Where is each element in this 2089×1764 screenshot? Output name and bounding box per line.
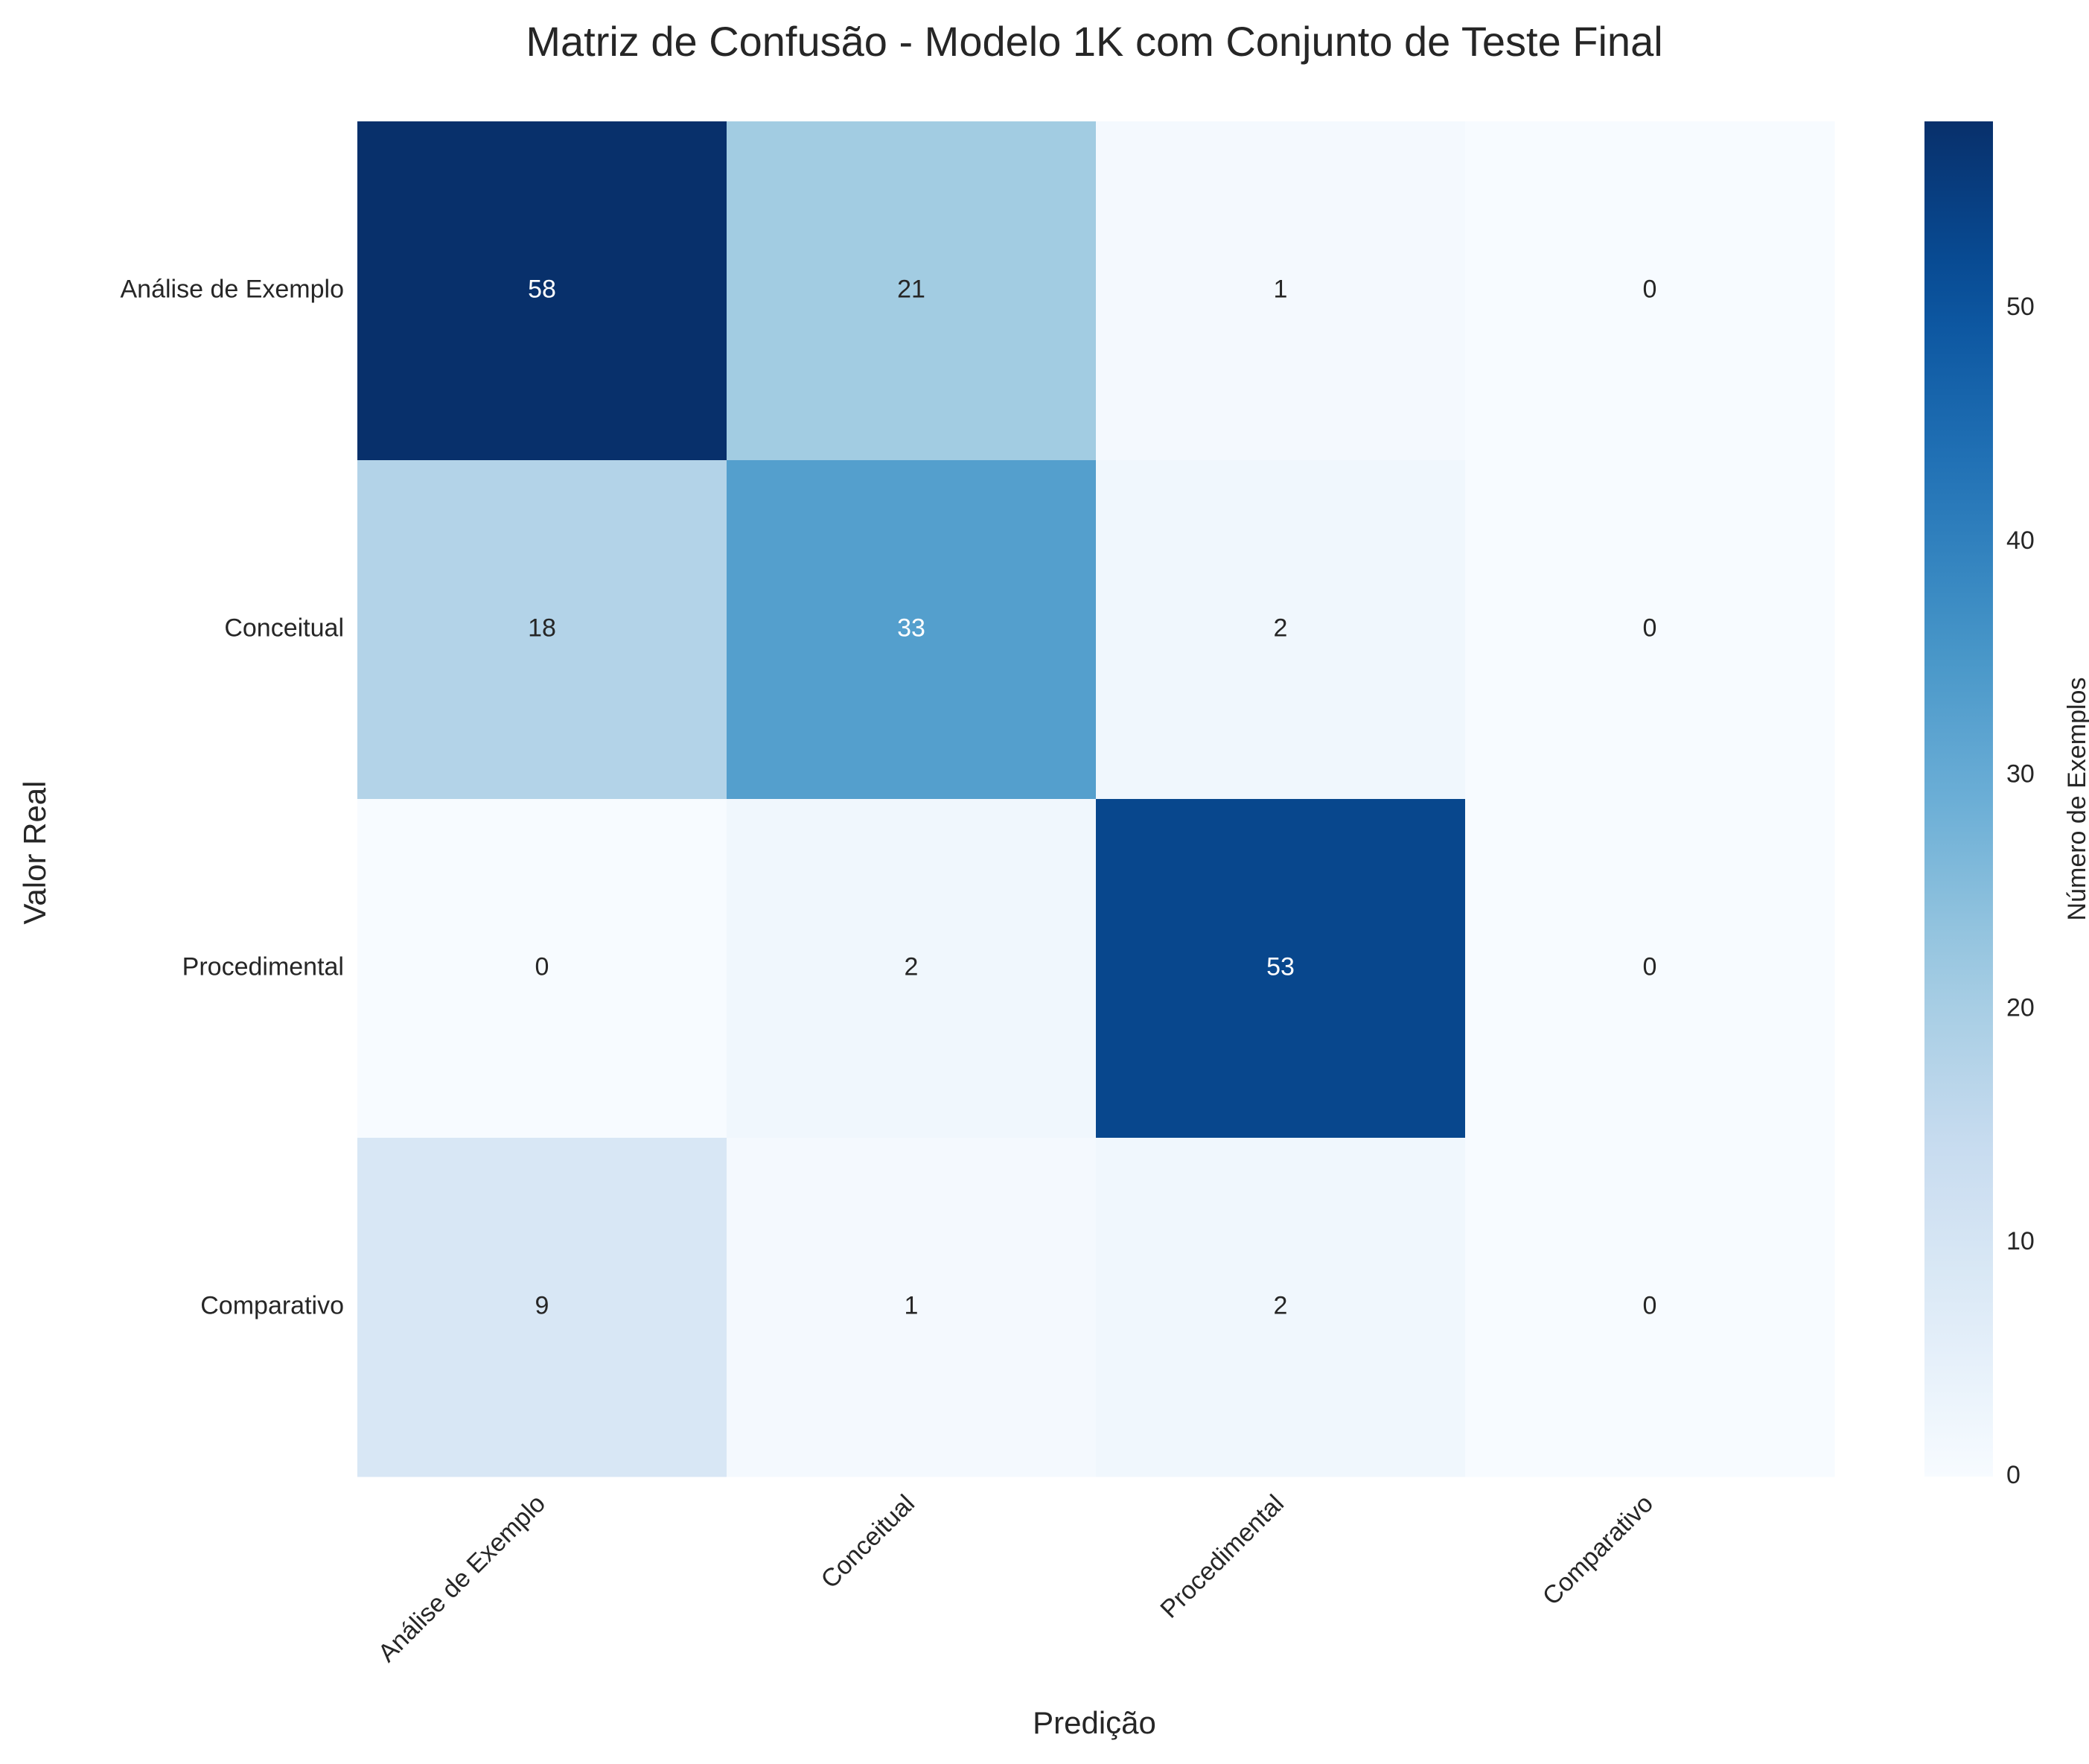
heatmap-cell: [1096, 799, 1466, 1139]
cell-value-label: 1: [905, 1291, 919, 1319]
heatmap-cell: [1096, 121, 1466, 461]
heatmap-grid: 58 21 1 0 18 33 2 0 0 2 53 0 9 1 2 0: [357, 121, 1835, 1477]
chart-title: Matriz de Confusão - Modelo 1K com Conju…: [526, 18, 1662, 65]
heatmap-cell: [1465, 121, 1835, 461]
cell-value-label: 1: [1274, 275, 1288, 303]
y-axis-tick-labels: Análise de Exemplo Conceitual Procedimenta…: [120, 275, 344, 1319]
cell-value-label: 2: [1274, 614, 1288, 642]
heatmap-cell: [727, 1138, 1097, 1477]
cell-value-label: 0: [1643, 614, 1657, 642]
heatmap-cell: [1465, 799, 1835, 1139]
heatmap-cell: [1465, 460, 1835, 800]
colorbar: [1924, 121, 1993, 1477]
cell-value-label: 2: [905, 952, 919, 981]
y-tick-label: Comparativo: [200, 1291, 344, 1319]
colorbar-tick-label: 20: [2006, 993, 2035, 1022]
heatmap-cell: [357, 799, 727, 1139]
heatmap-cell: [1096, 460, 1466, 800]
heatmap-cell: [727, 121, 1097, 461]
heatmap-cell: [357, 1138, 727, 1477]
colorbar-tick-label: 30: [2006, 760, 2035, 789]
colorbar-tick-label: 40: [2006, 526, 2035, 555]
y-tick-label: Conceitual: [224, 614, 344, 642]
colorbar-tick-labels: 0 10 20 30 40 50: [2006, 293, 2035, 1489]
cell-value-label: 2: [1274, 1291, 1288, 1319]
y-axis-label: Valor Real: [17, 781, 52, 925]
cell-value-label: 9: [535, 1291, 549, 1319]
y-tick-label: Procedimental: [182, 952, 344, 981]
colorbar-tick-label: 50: [2006, 293, 2035, 321]
cell-value-label: 18: [528, 614, 556, 642]
cell-value-label: 58: [528, 275, 556, 303]
cell-value-label: 0: [1643, 275, 1657, 303]
heatmap-cell: [727, 799, 1097, 1139]
y-tick-label: Análise de Exemplo: [120, 275, 344, 303]
colorbar-tick-label: 0: [2006, 1461, 2021, 1489]
cell-value-label: 53: [1266, 952, 1295, 981]
heatmap-cell: [727, 460, 1097, 800]
cell-value-label: 33: [897, 614, 925, 642]
colorbar-label: Número de Exemplos: [2063, 678, 2089, 921]
heatmap-cell: [357, 121, 727, 461]
heatmap-cell: [1096, 1138, 1466, 1477]
cell-value-label: 0: [535, 952, 549, 981]
heatmap-cell: [357, 460, 727, 800]
heatmap-cell: [1465, 1138, 1835, 1477]
cell-value-label: 21: [897, 275, 925, 303]
x-axis-label: Predição: [1033, 1705, 1156, 1740]
cell-value-label: 0: [1643, 952, 1657, 981]
colorbar-tick-label: 10: [2006, 1227, 2035, 1255]
cell-value-label: 0: [1643, 1291, 1657, 1319]
